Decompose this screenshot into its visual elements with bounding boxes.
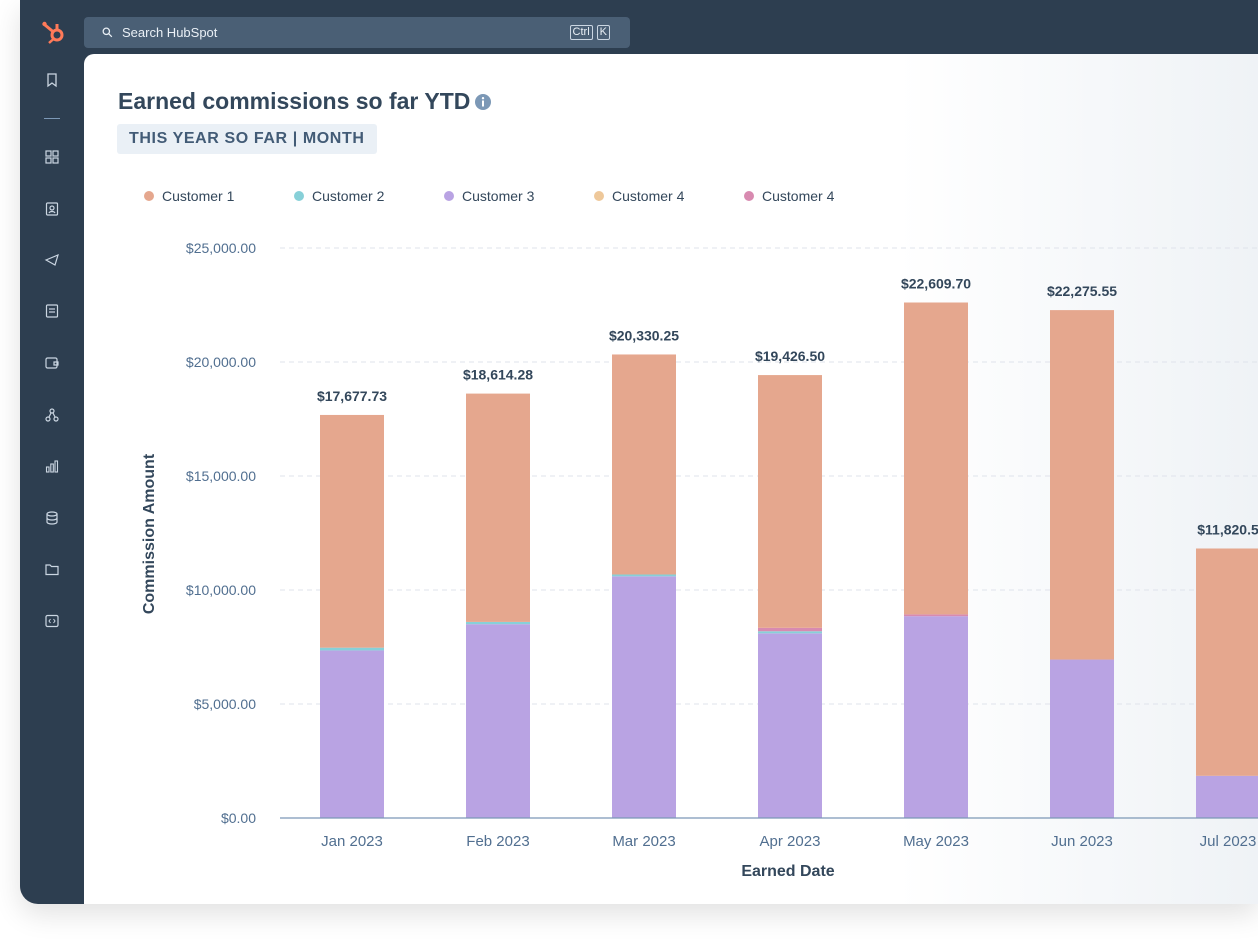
bar-segment (612, 354, 676, 575)
bar-segment (758, 631, 822, 634)
legend-item-customer-1[interactable]: Customer 1 (144, 188, 294, 204)
hubspot-logo-icon[interactable] (40, 18, 68, 46)
search-bar[interactable]: Search HubSpot Ctrl K (84, 17, 630, 48)
library-icon[interactable] (42, 559, 62, 579)
y-tick-label: $25,000.00 (186, 240, 256, 256)
x-tick-label: Apr 2023 (760, 833, 821, 850)
bar-segment (758, 375, 822, 628)
date-range-badge[interactable]: THIS YEAR SO FAR | MONTH (117, 124, 377, 154)
report-title: Earned commissions so far YTD (118, 88, 471, 114)
y-tick-label: $10,000.00 (186, 582, 256, 598)
bookmark-icon[interactable] (42, 70, 62, 90)
bar-total-label: $18,614.28 (463, 367, 533, 383)
legend-item-customer-2[interactable]: Customer 2 (294, 188, 444, 204)
y-tick-label: $5,000.00 (194, 696, 256, 712)
nav-divider (44, 118, 60, 119)
bar-total-label: $11,820.5 (1197, 521, 1258, 537)
y-tick-label: $20,000.00 (186, 354, 256, 370)
bar-segment (612, 574, 676, 577)
report-panel: Earned commissions so far YTD THIS YEAR … (84, 54, 1258, 904)
legend-item-customer-3[interactable]: Customer 3 (444, 188, 594, 204)
x-tick-label: May 2023 (903, 833, 969, 850)
legend-swatch (594, 191, 604, 201)
data-icon[interactable] (42, 508, 62, 528)
app-frame: Search HubSpot Ctrl K Earned commissions… (20, 0, 1258, 904)
x-tick-label: Jun 2023 (1051, 833, 1113, 850)
bar-segment (466, 621, 530, 625)
legend-label: Customer 2 (312, 188, 385, 204)
bar-segment (758, 633, 822, 818)
legend-label: Customer 3 (462, 188, 535, 204)
bar-segment (466, 393, 530, 622)
stacked-bar-chart: $0.00 $5,000.00 $10,000.00 $15,000.00 $20,00… (141, 240, 1258, 880)
x-tick-label: Feb 2023 (466, 833, 529, 850)
development-icon[interactable] (42, 611, 62, 631)
y-tick-label: $0.00 (221, 810, 256, 826)
legend-swatch (294, 191, 304, 201)
bar-total-label: $20,330.25 (609, 327, 679, 343)
bar-total-label: $19,426.50 (755, 348, 825, 364)
bar-segment (320, 414, 384, 648)
report-title-row: Earned commissions so far YTD (118, 88, 492, 115)
reporting-icon[interactable] (42, 456, 62, 476)
legend-label: Customer 1 (162, 188, 235, 204)
bar-total-label: $22,275.55 (1047, 283, 1117, 299)
x-axis-title: Earned Date (741, 863, 834, 880)
x-tick-label: Mar 2023 (612, 833, 675, 850)
shortcut-key-k: K (596, 25, 610, 40)
content-icon[interactable] (42, 301, 62, 321)
x-tick-label: Jan 2023 (321, 833, 383, 850)
bar-segment (466, 624, 530, 818)
legend-label: Customer 4 (612, 188, 685, 204)
y-axis-title: Commission Amount (141, 453, 158, 614)
search-icon (102, 26, 116, 40)
x-tick-label: Jul 2023 (1200, 833, 1257, 850)
legend-item-customer-4b[interactable]: Customer 4 (744, 188, 894, 204)
legend-swatch (744, 191, 754, 201)
legend-label: Customer 4 (762, 188, 835, 204)
y-tick-label: $15,000.00 (186, 468, 256, 484)
legend-swatch (444, 191, 454, 201)
bar-segment (904, 302, 968, 615)
bar-segment (1050, 659, 1114, 818)
bar-segment (1196, 775, 1258, 818)
bar-segment (1196, 548, 1258, 776)
contacts-icon[interactable] (42, 199, 62, 219)
shortcut-key-ctrl: Ctrl (569, 25, 593, 40)
legend-item-customer-4[interactable]: Customer 4 (594, 188, 744, 204)
chart-legend: Customer 1 Customer 2 Customer 3 Custome… (144, 188, 894, 204)
legend-swatch (144, 191, 154, 201)
bar-segment (1050, 310, 1114, 660)
bar-total-label: $22,609.70 (901, 275, 971, 291)
bar-segment (904, 616, 968, 818)
bar-total-label: $17,677.73 (317, 388, 387, 404)
marketing-icon[interactable] (42, 250, 62, 270)
automation-icon[interactable] (42, 405, 62, 425)
commerce-icon[interactable] (42, 353, 62, 373)
nav-rail (20, 0, 84, 904)
bar-segment (320, 650, 384, 818)
bar-segment (758, 627, 822, 632)
bar-segment (904, 614, 968, 617)
info-icon[interactable] (474, 93, 492, 111)
bar-segment (612, 576, 676, 818)
dashboard-icon[interactable] (42, 147, 62, 167)
bar-segment (320, 647, 384, 651)
search-placeholder[interactable]: Search HubSpot (122, 25, 218, 40)
